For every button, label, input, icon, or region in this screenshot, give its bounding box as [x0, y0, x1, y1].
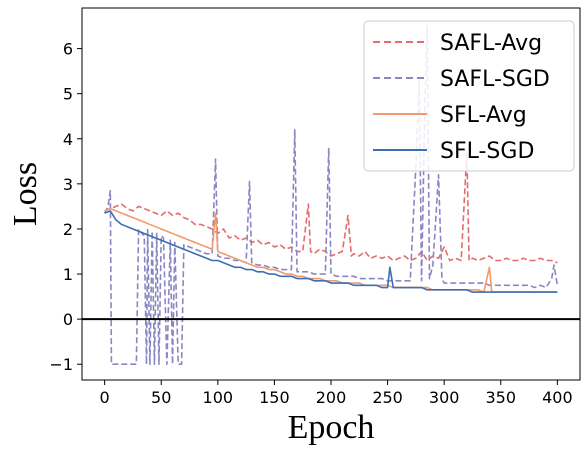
- y-tick-label: 0: [63, 310, 73, 329]
- legend-label: SAFL-Avg: [440, 31, 542, 56]
- legend-label: SFL-SGD: [440, 139, 534, 164]
- x-tick-label: 200: [316, 388, 347, 407]
- y-tick-label: 1: [63, 265, 73, 284]
- x-tick-label: 100: [203, 388, 234, 407]
- x-tick-label: 300: [429, 388, 460, 407]
- legend-label: SAFL-SGD: [440, 67, 550, 92]
- y-tick-label: 5: [63, 85, 73, 104]
- x-tick-label: 350: [485, 388, 516, 407]
- legend-label: SFL-Avg: [440, 103, 527, 128]
- legend: SAFL-Avg SAFL-SGD SFL-Avg SFL-SGD: [364, 21, 574, 171]
- y-axis-title: Loss: [7, 162, 44, 226]
- y-tick-label: 2: [63, 220, 73, 239]
- x-tick-label: 50: [151, 388, 171, 407]
- y-tick-label: −1: [49, 355, 73, 374]
- y-tick-label: 3: [63, 175, 73, 194]
- y-tick-label: 4: [63, 130, 73, 149]
- x-tick-label: 400: [542, 388, 573, 407]
- y-tick-label: 6: [63, 40, 73, 59]
- x-tick-label: 150: [259, 388, 290, 407]
- x-tick-label: 250: [372, 388, 403, 407]
- x-tick-label: 0: [100, 388, 110, 407]
- x-axis-title: Epoch: [288, 409, 375, 446]
